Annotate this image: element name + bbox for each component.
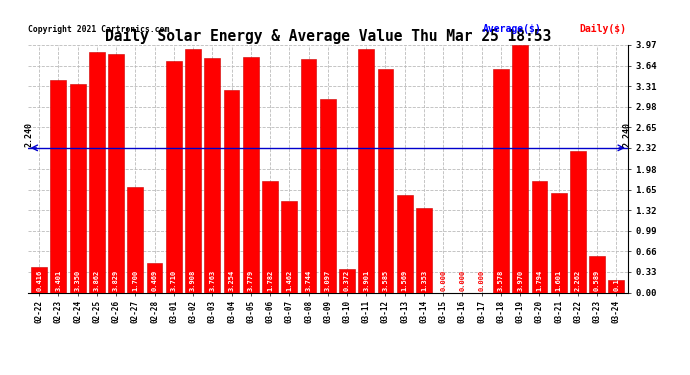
Text: 3.763: 3.763 <box>209 270 215 291</box>
Bar <box>50 81 66 292</box>
Bar <box>282 201 297 292</box>
Text: Average($): Average($) <box>483 24 542 34</box>
Title: Daily Solar Energy & Average Value Thu Mar 25 18:53: Daily Solar Energy & Average Value Thu M… <box>105 28 551 44</box>
Bar <box>31 267 47 292</box>
Text: 0.469: 0.469 <box>152 270 157 291</box>
Text: 1.462: 1.462 <box>286 270 293 291</box>
Text: 3.350: 3.350 <box>75 270 81 291</box>
Text: 3.862: 3.862 <box>94 270 100 291</box>
Text: 3.779: 3.779 <box>248 270 254 291</box>
Text: 3.829: 3.829 <box>113 270 119 291</box>
Text: 1.601: 1.601 <box>555 270 562 291</box>
Bar <box>493 69 509 292</box>
Text: 0.000: 0.000 <box>479 270 484 291</box>
Bar <box>531 181 547 292</box>
Bar <box>570 152 586 292</box>
Text: 0.193: 0.193 <box>613 270 620 291</box>
Text: 3.585: 3.585 <box>382 270 388 291</box>
Text: 3.254: 3.254 <box>228 270 235 291</box>
Bar <box>108 54 124 292</box>
Text: 2.262: 2.262 <box>575 270 581 291</box>
Bar <box>128 186 144 292</box>
Bar <box>262 182 278 292</box>
Text: 3.710: 3.710 <box>171 270 177 291</box>
Text: 0.372: 0.372 <box>344 270 350 291</box>
Text: 3.097: 3.097 <box>325 270 331 291</box>
Bar <box>320 99 335 292</box>
Bar <box>512 45 528 292</box>
Text: Copyright 2021 Cartronics.com: Copyright 2021 Cartronics.com <box>28 25 169 34</box>
Text: 3.578: 3.578 <box>498 270 504 291</box>
Text: 0.000: 0.000 <box>460 270 466 291</box>
Text: 3.401: 3.401 <box>55 270 61 291</box>
Bar <box>609 280 624 292</box>
Text: 1.782: 1.782 <box>267 270 273 291</box>
Bar <box>377 69 393 292</box>
Text: 0.416: 0.416 <box>36 270 42 291</box>
Bar <box>224 90 239 292</box>
Bar <box>416 208 432 292</box>
Bar <box>589 256 605 292</box>
Text: 1.569: 1.569 <box>402 270 408 291</box>
Text: 1.700: 1.700 <box>132 270 139 291</box>
Text: Daily($): Daily($) <box>580 24 627 34</box>
Text: 0.000: 0.000 <box>440 270 446 291</box>
Bar <box>339 269 355 292</box>
Text: 2.240: 2.240 <box>622 122 631 147</box>
Bar <box>397 195 413 292</box>
Text: 3.744: 3.744 <box>306 270 311 291</box>
Text: 1.794: 1.794 <box>536 270 542 291</box>
Bar <box>243 57 259 292</box>
Bar <box>166 61 181 292</box>
Bar <box>204 58 220 292</box>
Bar <box>89 52 105 292</box>
Text: 1.353: 1.353 <box>421 270 427 291</box>
Text: 3.901: 3.901 <box>363 270 369 291</box>
Bar <box>185 49 201 292</box>
Bar <box>301 59 317 292</box>
Text: 0.589: 0.589 <box>594 270 600 291</box>
Text: 3.908: 3.908 <box>190 270 196 291</box>
Bar <box>358 49 374 292</box>
Text: 2.240: 2.240 <box>24 122 33 147</box>
Text: 3.970: 3.970 <box>517 270 523 291</box>
Bar <box>70 84 86 292</box>
Bar <box>147 263 162 292</box>
Bar <box>551 193 566 292</box>
